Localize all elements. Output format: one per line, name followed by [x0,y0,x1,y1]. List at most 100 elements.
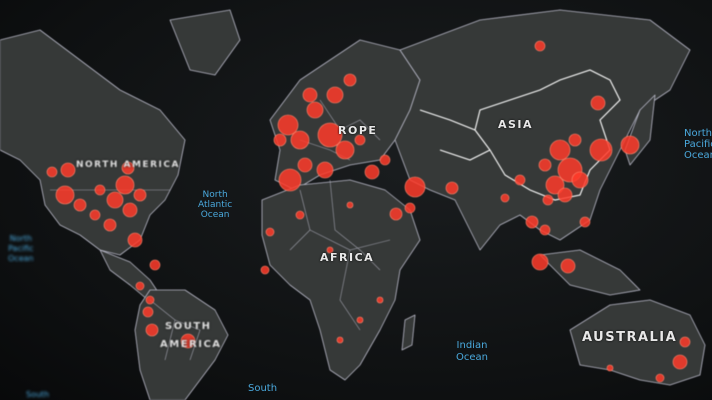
north-america-landmass [0,29,186,256]
case-marker[interactable] [316,161,334,179]
case-marker[interactable] [531,253,549,271]
case-marker[interactable] [545,175,565,195]
case-marker[interactable] [55,185,75,205]
case-marker[interactable] [525,215,539,229]
case-marker[interactable] [568,133,582,147]
case-marker[interactable] [549,139,571,161]
case-marker[interactable] [326,246,334,254]
case-marker[interactable] [354,134,366,146]
case-marker[interactable] [295,210,305,220]
case-marker[interactable] [404,176,426,198]
case-marker[interactable] [317,122,343,148]
case-marker[interactable] [326,86,344,104]
case-marker[interactable] [445,181,459,195]
label-africa: AFRICA [320,251,374,264]
case-marker[interactable] [389,207,403,221]
case-marker[interactable] [364,164,380,180]
case-marker[interactable] [404,202,416,214]
case-marker[interactable] [302,87,318,103]
case-marker[interactable] [679,336,691,348]
label-australia: AUSTRALIA [582,330,677,345]
case-marker[interactable] [542,194,554,206]
ocean-label-line: Ocean [456,352,488,363]
case-marker[interactable] [145,295,155,305]
label-south-ocean-left: South [26,390,49,400]
continent-label: AFRICA [320,251,375,264]
ocean-label-line: South [26,390,50,399]
case-marker[interactable] [94,184,106,196]
case-marker[interactable] [534,40,546,52]
ocean-label-line: Pacific [8,244,34,253]
case-marker[interactable] [135,281,145,291]
label-north-america: NORTH AMERICA [76,160,180,170]
case-marker[interactable] [106,191,124,209]
case-marker[interactable] [277,114,299,136]
africa-landmass [261,179,421,381]
ocean-label-line: Ocean [684,150,712,161]
case-marker[interactable] [336,336,344,344]
case-marker[interactable] [180,333,196,349]
continent-label: ASIA [498,118,534,131]
case-marker[interactable] [306,101,324,119]
label-europe: ROPE [338,124,377,137]
ocean-label-line: North [684,128,712,139]
case-marker[interactable] [89,209,101,221]
case-marker[interactable] [260,265,270,275]
case-marker[interactable] [273,133,287,147]
case-marker[interactable] [145,323,159,337]
label-asia: ASIA [498,118,533,131]
case-marker[interactable] [672,354,688,370]
label-indian-ocean: Indian Ocean [456,340,488,364]
case-marker[interactable] [655,373,665,383]
case-marker[interactable] [127,232,143,248]
label-north-atlantic-ocean: North Atlantic Ocean [198,190,232,220]
case-marker[interactable] [60,162,76,178]
ocean-label-line: Ocean [8,254,34,263]
case-marker[interactable] [560,258,576,274]
case-marker[interactable] [606,364,614,372]
case-marker[interactable] [103,218,117,232]
madagascar-landmass [401,314,416,351]
case-marker[interactable] [539,224,551,236]
case-marker[interactable] [500,193,510,203]
ocean-label-line: Ocean [200,210,230,220]
case-marker[interactable] [379,154,391,166]
ocean-label-line: North [9,234,32,243]
case-marker[interactable] [278,168,302,192]
continent-label: AMERICA [160,339,222,350]
case-marker[interactable] [142,306,154,318]
case-marker[interactable] [514,174,526,186]
ocean-label-line: Pacific [684,139,712,150]
case-marker[interactable] [290,130,310,150]
case-marker[interactable] [346,201,354,209]
case-marker[interactable] [557,187,573,203]
case-marker[interactable] [335,140,355,160]
ocean-label-line: South [248,383,278,394]
case-marker[interactable] [133,188,147,202]
case-marker[interactable] [538,158,552,172]
continent-label: SOUTH [165,321,212,332]
case-marker[interactable] [73,198,87,212]
case-marker[interactable] [122,202,138,218]
europe-landmass [269,39,421,191]
case-marker[interactable] [590,95,606,111]
case-marker[interactable] [115,175,135,195]
greenland-landmass [169,9,241,76]
case-marker[interactable] [265,227,275,237]
case-marker[interactable] [356,316,364,324]
case-marker[interactable] [149,259,161,271]
continent-label: AUSTRALIA [582,330,678,345]
continent-label: ROPE [338,124,378,137]
case-marker[interactable] [46,166,58,178]
case-marker[interactable] [121,161,135,175]
case-marker[interactable] [376,296,384,304]
case-marker[interactable] [589,138,613,162]
case-marker[interactable] [343,73,357,87]
case-marker[interactable] [579,216,591,228]
case-marker[interactable] [620,135,640,155]
case-marker[interactable] [297,157,313,173]
case-marker[interactable] [571,171,589,189]
